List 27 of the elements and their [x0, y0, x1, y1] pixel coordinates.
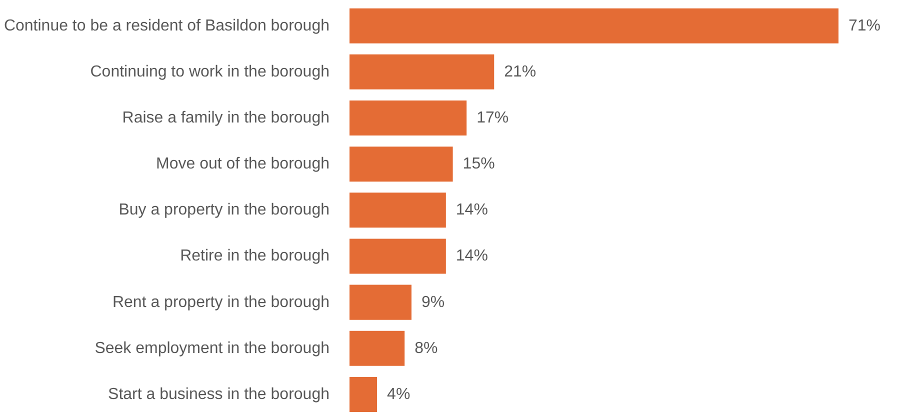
- y-tick-label: Move out of the borough: [156, 156, 330, 173]
- data-label: 8%: [414, 340, 438, 357]
- bar: [350, 192, 446, 228]
- bar: [350, 238, 446, 274]
- bar: [350, 8, 838, 44]
- bar: [350, 284, 412, 320]
- data-label: 9%: [421, 294, 445, 311]
- bar: [350, 376, 378, 412]
- y-tick-label: Retire in the borough: [180, 248, 330, 265]
- data-label: 14%: [456, 248, 488, 265]
- y-tick-label: Continuing to work in the borough: [90, 63, 330, 80]
- y-tick-label: Seek employment in the borough: [94, 340, 330, 357]
- bar: [350, 146, 453, 182]
- bar: [350, 100, 467, 136]
- y-tick-label: Rent a property in the borough: [112, 294, 330, 311]
- data-label: 71%: [848, 17, 881, 34]
- data-label: 17%: [476, 109, 509, 126]
- data-label: 21%: [504, 63, 536, 80]
- bar: [350, 54, 494, 90]
- y-tick-label: Continue to be a resident of Basildon borough: [4, 17, 330, 34]
- y-tick-label: Buy a property in the borough: [118, 202, 330, 219]
- data-label: 15%: [462, 156, 495, 173]
- data-label: 4%: [387, 386, 410, 403]
- y-tick-label: Start a business in the borough: [108, 386, 330, 403]
- data-label: 14%: [456, 202, 488, 219]
- y-tick-label: Raise a family in the borough: [122, 109, 330, 126]
- bar: [350, 330, 405, 366]
